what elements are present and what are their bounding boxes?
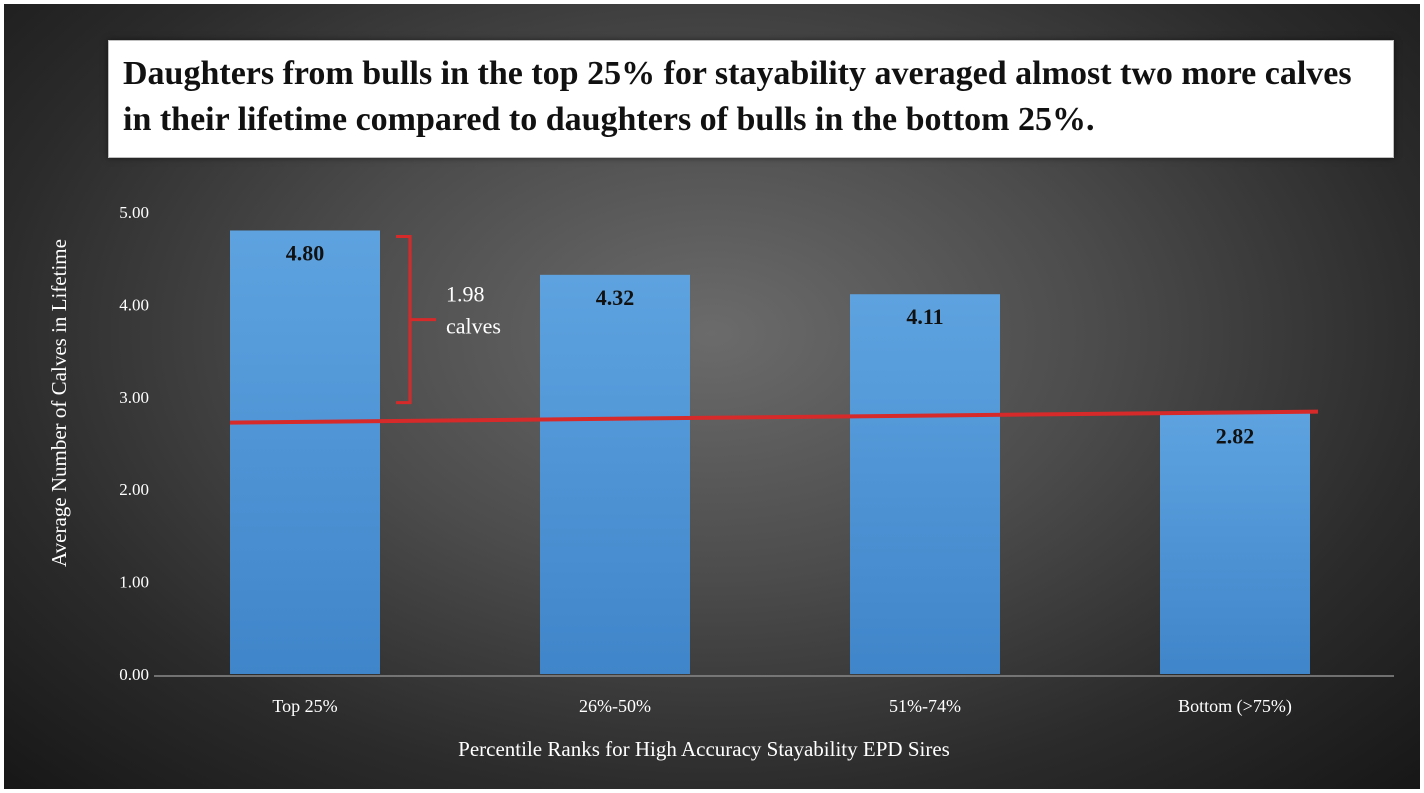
y-tick-label: 4.00 [119,295,149,314]
y-tick-label: 0.00 [119,665,149,684]
x-tick-label: Top 25% [272,696,337,716]
x-tick-label: Bottom (>75%) [1178,696,1292,717]
chart-title: Daughters from bulls in the top 25% for … [123,55,1352,138]
difference-annotation: 1.98 calves [396,234,501,405]
bar [1160,413,1310,674]
y-axis-ticks: 0.00 1.00 2.00 3.00 4.00 5.00 [119,203,149,684]
x-tick-label: 51%-74% [889,696,961,716]
bar [850,294,1000,674]
x-axis-title: Percentile Ranks for High Accuracy Staya… [458,737,950,761]
bar-value-label: 4.11 [906,304,943,329]
annotation-value: 1.98 [446,282,485,307]
bar-value-label: 4.80 [286,240,325,265]
bar [230,230,380,675]
chart-background: Daughters from bulls in the top 25% for … [4,4,1420,789]
y-tick-label: 2.00 [119,480,149,499]
bar [540,274,690,674]
reference-line-group [229,409,1319,425]
difference-bracket [396,234,436,405]
y-tick-label: 3.00 [119,388,149,407]
chart-title-box: Daughters from bulls in the top 25% for … [108,40,1394,158]
baseline-reference-line [229,409,1319,425]
bars-group: 4.80 4.32 4.11 2.82 [230,230,1310,675]
x-axis-tick-labels: Top 25% 26%-50% 51%-74% Bottom (>75%) [272,696,1291,717]
bar-value-label: 4.32 [596,285,635,310]
y-axis-title: Average Number of Calves in Lifetime [47,239,71,567]
bar-chart: 0.00 1.00 2.00 3.00 4.00 5.00 4.80 4.32 4.11 2.8… [47,203,1394,761]
y-tick-label: 5.00 [119,203,149,222]
x-tick-label: 26%-50% [579,696,651,716]
annotation-unit: calves [446,314,501,339]
bar-value-label: 2.82 [1216,423,1255,448]
y-tick-label: 1.00 [119,573,149,592]
